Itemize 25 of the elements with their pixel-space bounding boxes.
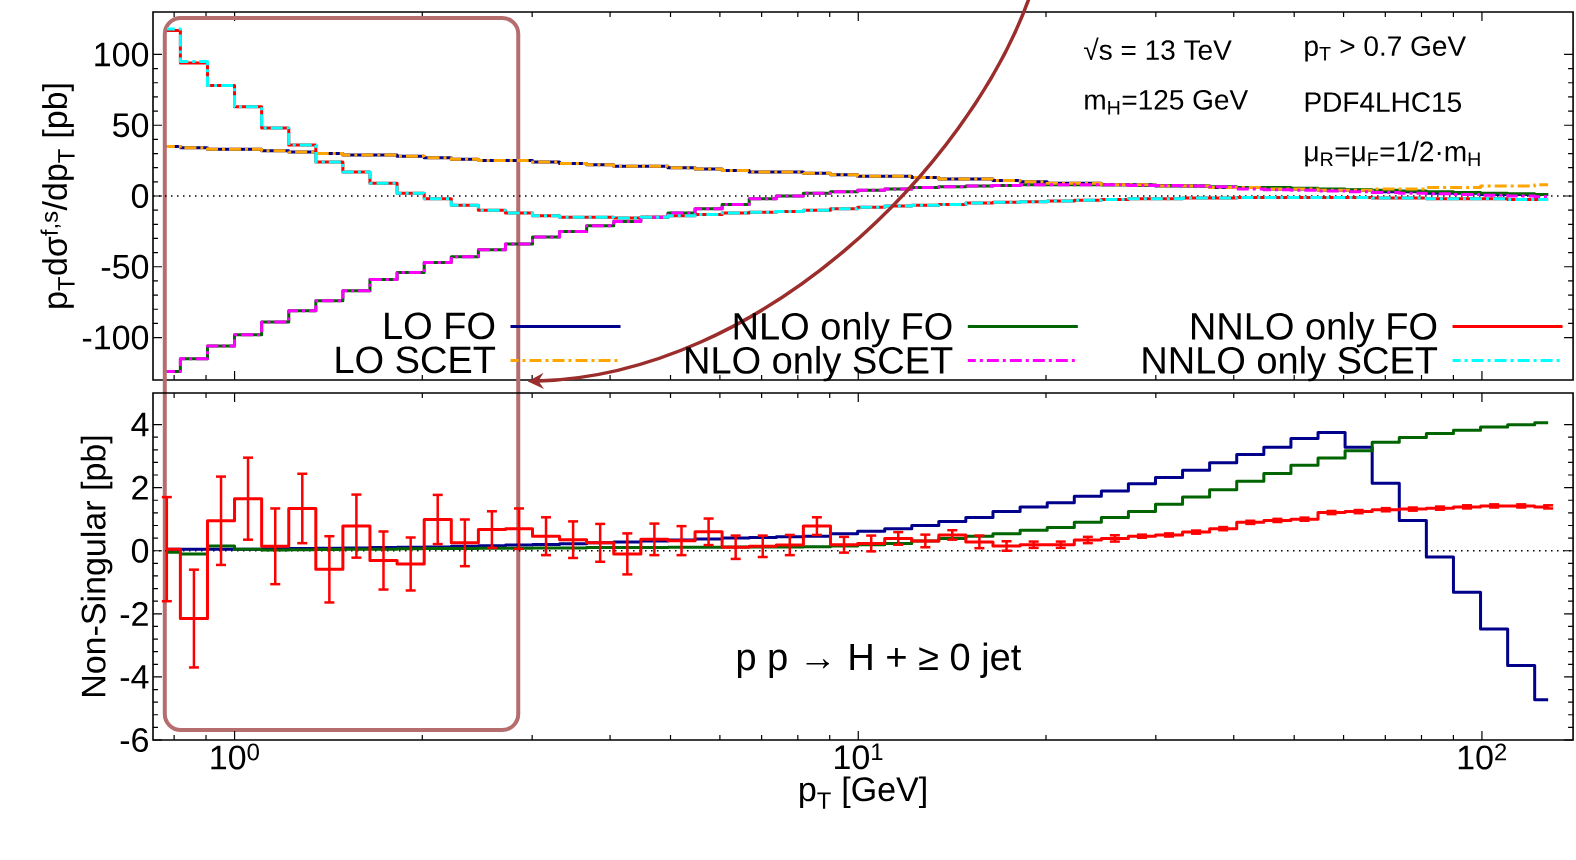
y-tick-label: 0 bbox=[131, 538, 149, 563]
y-tick-label: -6 bbox=[120, 727, 148, 753]
y-tick-label: -50 bbox=[101, 254, 149, 279]
annotation: p p → H + ≥ 0 jet bbox=[737, 642, 1022, 678]
x-axis-title: p$_{T}$ [GeV] bbox=[800, 776, 926, 809]
y-tick-label: -2 bbox=[120, 601, 148, 626]
y-tick-label: 100 bbox=[95, 42, 149, 67]
y-tick-label: 50 bbox=[113, 113, 149, 138]
y-tick-label: -4 bbox=[120, 665, 149, 689]
legend-label: LO SCET bbox=[336, 346, 496, 374]
annotation: μ$_{R}$=μ$_{F}$=1/2·m$_{H}$ bbox=[1305, 140, 1480, 167]
annotation: m$_{H}$=125 GeV bbox=[1085, 89, 1249, 115]
annotation: √s = 13 TeV bbox=[1084, 37, 1232, 60]
annotation: p$_{T}$ > 0.7 GeV bbox=[1305, 36, 1466, 62]
x-tick-label: 10$^{0}$ bbox=[211, 743, 259, 770]
y-tick-label: 0 bbox=[131, 183, 149, 209]
x-tick-label: 10$^{2}$ bbox=[1458, 743, 1507, 770]
y-tick-label: 2 bbox=[132, 475, 148, 500]
y-tick-label: 4 bbox=[131, 412, 149, 437]
annotation: PDF4LHC15 bbox=[1305, 92, 1461, 113]
x-tick-label: 10$^{1}$ bbox=[835, 743, 883, 770]
y-axis-title: Non-Singular [pb] bbox=[80, 436, 113, 697]
y-axis-title: p$_{T}$dσ$^{f,s}$/dp$_{T}$ [pb] bbox=[40, 84, 75, 308]
y-tick-label: -100 bbox=[82, 325, 149, 350]
legend-label: LO FO bbox=[385, 312, 495, 340]
